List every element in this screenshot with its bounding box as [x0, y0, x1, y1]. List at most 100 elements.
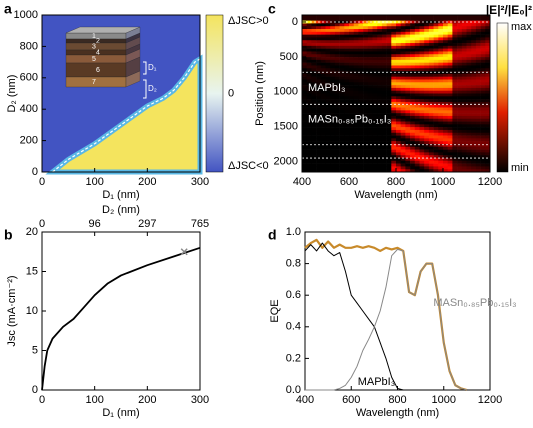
heatmap-cell — [438, 51, 444, 55]
heatmap-cell — [344, 132, 350, 136]
heatmap-cell — [396, 113, 401, 117]
heatmap-cell — [344, 54, 350, 58]
heatmap-cell — [480, 79, 486, 83]
heatmap-cell — [419, 62, 425, 66]
heatmap-cell — [452, 157, 458, 162]
heatmap-cell — [405, 31, 411, 35]
y-tick-label: 1000 — [14, 9, 38, 21]
heatmap-cell — [381, 115, 387, 120]
heatmap-cell — [400, 82, 406, 86]
heatmap-cell — [330, 26, 336, 30]
heatmap-cell — [485, 121, 491, 125]
heatmap-cell — [447, 59, 453, 63]
heatmap-cell — [325, 68, 331, 72]
heatmap-cell — [396, 57, 401, 61]
heatmap-cell — [367, 99, 373, 103]
heatmap-cell — [452, 15, 458, 19]
heatmap-cell — [367, 107, 373, 111]
heatmap-cell — [316, 76, 322, 80]
heatmap-cell — [316, 59, 322, 63]
heatmap-cell — [367, 124, 373, 128]
heatmap-cell — [391, 146, 397, 150]
heatmap-cell — [349, 163, 354, 167]
heatmap-cell — [316, 96, 322, 100]
heatmap-cell — [386, 115, 392, 120]
heatmap-cell — [377, 73, 383, 77]
heatmap-cell — [325, 26, 331, 30]
heatmap-cell — [424, 62, 430, 66]
heatmap-cell — [367, 37, 373, 41]
heatmap-cell — [391, 93, 397, 97]
heatmap-cell — [414, 23, 420, 27]
heatmap-cell — [330, 152, 336, 156]
heatmap-cell — [302, 34, 307, 38]
heatmap-cell — [367, 118, 373, 122]
heatmap-cell — [381, 34, 387, 38]
heatmap-cell — [372, 157, 378, 162]
heatmap-cell — [461, 15, 467, 19]
heatmap-cell — [330, 149, 336, 153]
heatmap-cell — [344, 79, 350, 83]
heatmap-cell — [349, 104, 354, 108]
y-tick-label: 1000 — [274, 86, 298, 98]
heatmap-cell — [320, 99, 326, 103]
heatmap-cell — [400, 17, 406, 21]
heatmap-cell — [311, 127, 317, 131]
heatmap-cell — [466, 99, 472, 103]
heatmap-cell — [363, 82, 369, 86]
heatmap-cell — [334, 23, 340, 27]
heatmap-cell — [302, 155, 307, 159]
heatmap-cell — [306, 71, 312, 75]
heatmap-cell — [353, 59, 359, 63]
heatmap-cell — [452, 166, 458, 170]
heatmap-cell — [419, 143, 425, 148]
heatmap-cell — [377, 71, 383, 75]
heatmap-cell — [316, 166, 322, 170]
heatmap-cell — [311, 23, 317, 27]
heatmap-cell — [410, 68, 416, 72]
heatmap-cell — [461, 51, 467, 55]
heatmap-cell — [480, 129, 486, 134]
heatmap-cell — [330, 82, 336, 86]
heatmap-cell — [302, 99, 307, 103]
heatmap-cell — [391, 37, 397, 41]
heatmap-cell — [414, 124, 420, 128]
heatmap-cell — [485, 149, 491, 153]
heatmap-cell — [410, 132, 416, 136]
heatmap-cell — [461, 166, 467, 170]
heatmap-cell — [466, 68, 472, 72]
heatmap-cell — [405, 101, 411, 106]
heatmap-cell — [344, 124, 350, 128]
heatmap-cell — [433, 90, 439, 94]
heatmap-cell — [363, 31, 369, 35]
heatmap-cell — [358, 85, 364, 89]
heatmap-cell — [302, 129, 307, 134]
heatmap-cell — [428, 149, 434, 153]
heatmap-cell — [471, 110, 477, 114]
heatmap-cell — [400, 127, 406, 131]
heatmap-cell — [344, 160, 350, 164]
heatmap-cell — [302, 149, 307, 153]
heatmap-cell — [443, 79, 448, 83]
heatmap-cell — [386, 127, 392, 131]
heatmap-cell — [316, 54, 322, 58]
heatmap-cell — [306, 113, 312, 117]
heatmap-cell — [391, 87, 397, 91]
heatmap-cell — [480, 37, 486, 41]
heatmap-cell — [396, 163, 401, 167]
heatmap-cell — [447, 17, 453, 21]
heatmap-cell — [377, 157, 383, 162]
heatmap-cell — [461, 113, 467, 117]
heatmap-cell — [410, 48, 416, 52]
heatmap-cell — [381, 149, 387, 153]
heatmap-cell — [428, 155, 434, 159]
heatmap-cell — [428, 31, 434, 35]
heatmap-cell — [396, 135, 401, 139]
heatmap-cell — [405, 115, 411, 120]
heatmap-cell — [485, 68, 491, 72]
heatmap-cell — [466, 29, 472, 33]
heatmap-cell — [414, 85, 420, 89]
heatmap-cell — [306, 118, 312, 122]
heatmap-cell — [320, 15, 326, 19]
heatmap-cell — [344, 59, 350, 63]
